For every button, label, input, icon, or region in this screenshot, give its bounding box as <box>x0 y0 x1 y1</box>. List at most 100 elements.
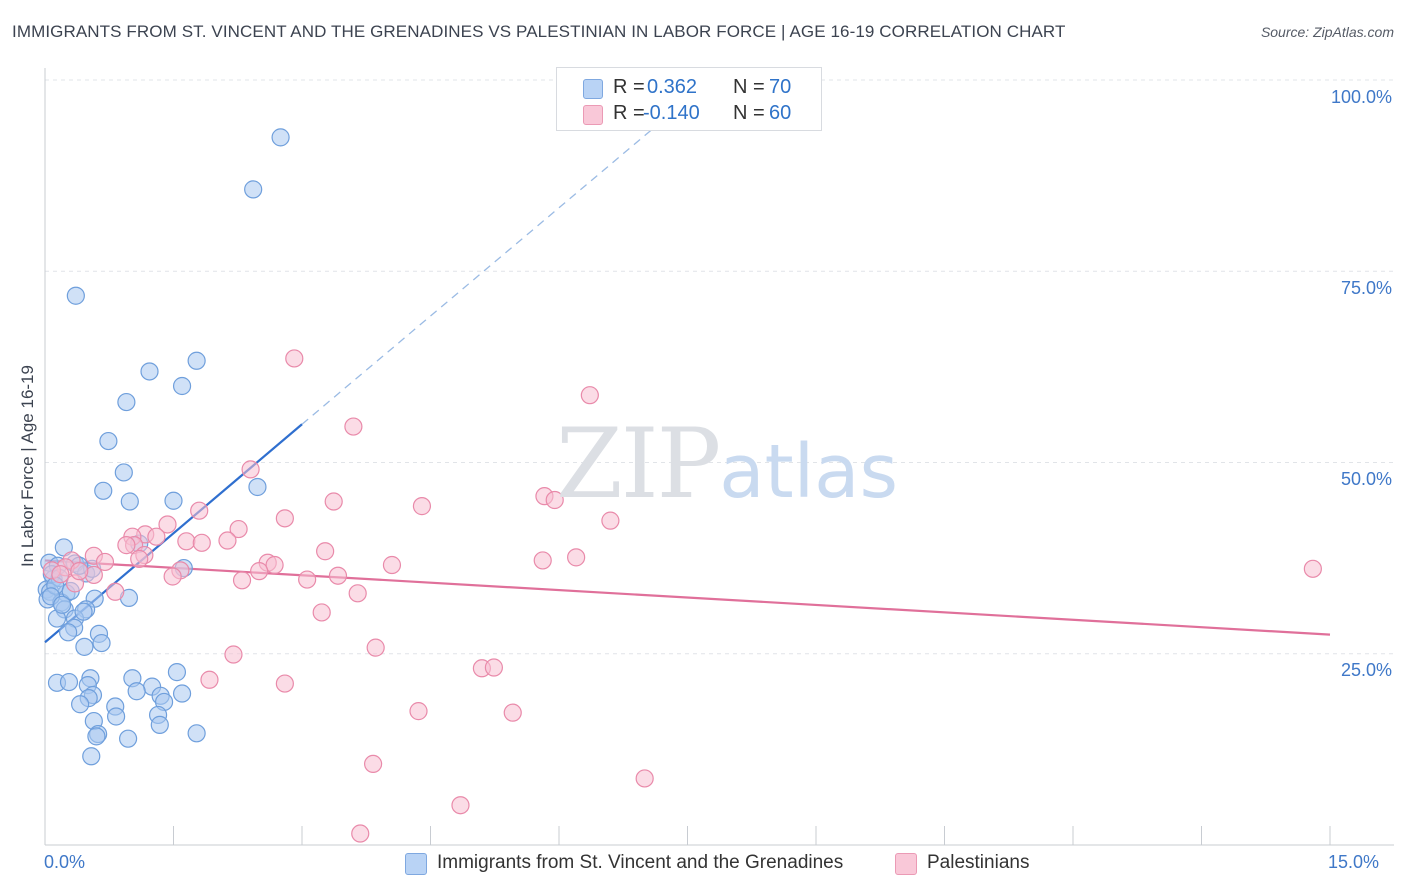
data-point-palestinians <box>70 562 89 581</box>
data-point-immigrants <box>94 481 113 500</box>
data-point-palestinians <box>351 824 370 843</box>
data-point-palestinians <box>567 548 586 567</box>
y-axis-label: In Labor Force | Age 16-19 <box>18 365 37 567</box>
data-point-immigrants <box>187 351 206 370</box>
y-tick-label: 100.0% <box>1330 87 1392 107</box>
blue-swatch-icon <box>405 853 427 875</box>
data-point-palestinians <box>106 582 125 601</box>
data-point-immigrants <box>82 747 101 766</box>
data-point-palestinians <box>382 555 402 575</box>
y-tick-label: 50.0% <box>1340 469 1392 489</box>
data-point-immigrants <box>150 715 169 734</box>
blue-swatch-icon <box>583 79 603 99</box>
data-point-palestinians <box>265 555 284 575</box>
data-point-palestinians <box>366 638 385 657</box>
series-palestinians-points <box>42 349 1322 843</box>
data-point-palestinians <box>250 562 269 581</box>
data-point-palestinians <box>412 497 432 516</box>
data-point-immigrants <box>59 672 79 692</box>
data-point-immigrants <box>118 729 138 748</box>
data-point-palestinians <box>316 542 335 561</box>
pink-swatch-icon <box>895 853 917 875</box>
data-point-immigrants <box>99 431 118 451</box>
data-point-immigrants <box>127 682 146 701</box>
data-point-palestinians <box>51 565 70 584</box>
data-point-immigrants <box>271 128 290 147</box>
series-immigrants-points <box>37 128 290 766</box>
data-point-palestinians <box>200 670 219 689</box>
chart-title: IMMIGRANTS FROM ST. VINCENT AND THE GREN… <box>12 22 1066 41</box>
x-tick-label: 15.0% <box>1328 852 1380 872</box>
data-point-palestinians <box>1303 559 1322 578</box>
data-point-palestinians <box>224 645 243 664</box>
pink-swatch-icon <box>583 105 603 125</box>
data-point-palestinians <box>218 531 237 550</box>
data-point-palestinians <box>635 769 654 788</box>
data-point-immigrants <box>187 724 206 743</box>
data-point-immigrants <box>172 684 192 703</box>
n-value: 60 <box>769 102 792 124</box>
trend-lines <box>44 106 1331 644</box>
data-point-immigrants <box>114 463 133 482</box>
data-point-palestinians <box>451 796 470 815</box>
data-point-palestinians <box>241 460 260 479</box>
data-point-palestinians <box>229 519 248 539</box>
data-point-palestinians <box>344 417 363 436</box>
data-point-palestinians <box>117 536 136 555</box>
data-point-palestinians <box>348 584 367 603</box>
data-point-immigrants <box>172 376 192 396</box>
data-point-palestinians <box>275 674 294 693</box>
data-point-palestinians <box>601 511 620 530</box>
data-point-palestinians <box>190 501 209 520</box>
data-point-palestinians <box>163 567 182 586</box>
data-point-palestinians <box>177 532 196 551</box>
data-point-immigrants <box>87 727 106 746</box>
data-point-immigrants <box>140 362 159 381</box>
data-point-immigrants <box>248 477 267 497</box>
data-point-palestinians <box>484 658 503 677</box>
data-point-palestinians <box>298 570 317 589</box>
data-point-immigrants <box>164 491 183 510</box>
y-tick-label: 75.0% <box>1340 278 1392 298</box>
data-point-immigrants <box>167 663 187 682</box>
data-point-palestinians <box>192 533 211 552</box>
data-point-immigrants <box>75 637 94 656</box>
data-point-immigrants <box>117 392 136 412</box>
data-point-palestinians <box>324 492 343 511</box>
data-point-palestinians <box>503 703 522 722</box>
data-point-palestinians <box>328 566 348 585</box>
data-point-immigrants <box>244 180 263 199</box>
data-point-immigrants <box>53 595 72 614</box>
r-value: -0.140 <box>643 102 700 124</box>
data-point-immigrants <box>71 695 90 714</box>
data-point-palestinians <box>364 754 383 774</box>
data-point-palestinians <box>232 571 252 590</box>
data-point-immigrants <box>66 286 85 305</box>
x-tick-label: 0.0% <box>44 852 86 872</box>
data-point-immigrants <box>74 602 93 621</box>
watermark: ZIPatlas <box>556 408 899 520</box>
data-point-immigrants <box>107 707 126 726</box>
n-value: 70 <box>769 76 792 98</box>
data-point-palestinians <box>130 549 149 568</box>
y-tick-label: 25.0% <box>1340 660 1392 680</box>
data-point-palestinians <box>533 551 552 570</box>
r-value: 0.362 <box>647 76 698 98</box>
data-point-palestinians <box>158 515 177 534</box>
data-point-immigrants <box>120 492 139 511</box>
data-point-palestinians <box>312 603 331 622</box>
data-point-palestinians <box>409 702 428 721</box>
data-point-immigrants <box>59 623 78 642</box>
trend-line-immigrants-extension <box>301 106 680 425</box>
correlation-legend: R = 0.362 N = 70 R = -0.140 N = 60 <box>556 67 822 131</box>
data-point-palestinians <box>147 527 166 546</box>
data-point-palestinians <box>275 509 294 528</box>
axes <box>44 68 1394 846</box>
grid-lines <box>45 79 1394 655</box>
trend-line-palestinians <box>44 559 1331 636</box>
data-point-palestinians <box>285 349 304 368</box>
data-point-palestinians <box>580 386 599 405</box>
data-point-immigrants <box>92 633 111 653</box>
source-label: Source: ZipAtlas.com <box>1260 24 1394 40</box>
